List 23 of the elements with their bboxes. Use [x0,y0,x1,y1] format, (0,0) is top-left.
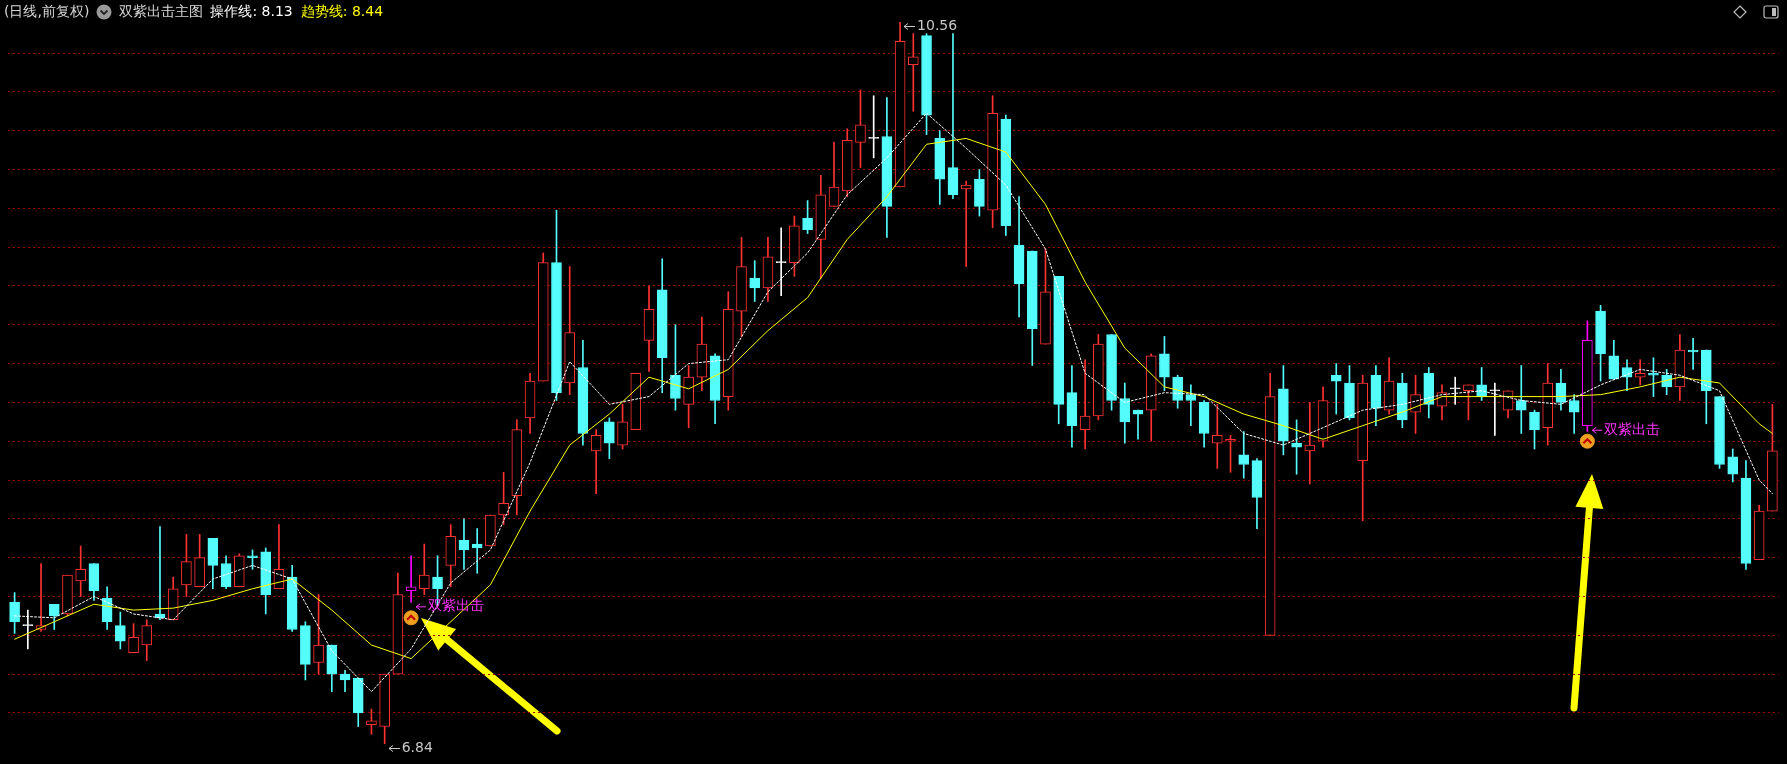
candlestick [1079,359,1091,450]
annotation: 6.84 [401,738,433,755]
candlestick [1489,382,1501,436]
candlestick [1211,404,1223,469]
candlestick [1449,376,1461,405]
candlestick [590,429,602,494]
annotation: 10.56 [917,16,958,33]
chart-title: 双紫出击主图 [119,3,204,21]
text: 双紫出击 [428,597,485,614]
text: 操作线: 8.13 [210,3,293,21]
candlestick [1330,363,1342,415]
candlestick [1515,365,1527,434]
chart-subtitle: (日线,前复权) [4,3,90,21]
candlestick [405,555,417,603]
series-label: 双紫出击 [1604,420,1661,437]
candlestick [749,260,761,302]
candlestick [1634,359,1646,386]
candlestick [947,33,959,199]
candlestick [908,33,919,112]
candlestick [1304,402,1316,485]
text: 趋势线: 8.44 [300,3,384,21]
candlestick [75,545,87,597]
candlestick [1185,384,1197,427]
